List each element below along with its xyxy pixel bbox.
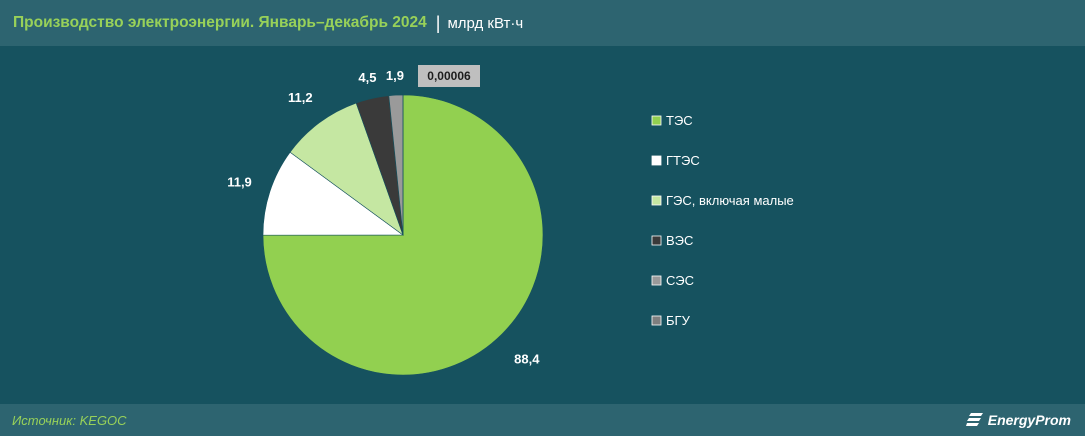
- brand-logo: EnergyProm: [965, 412, 1071, 428]
- legend-swatch-бгу: [651, 315, 662, 326]
- source-note: Источник: KEGOC: [12, 412, 127, 428]
- pie-chart: 88,4 11,9 11,2 4,5 1,9 0,00006 ТЭС ГТЭС ГЭС, вк…: [227, 65, 794, 376]
- pie-slice-2: [262, 151, 404, 236]
- chart-unit: млрд кВт·ч: [447, 14, 524, 32]
- pie-slice-1: [262, 94, 544, 376]
- data-label-1: 88,4: [514, 352, 540, 367]
- legend-label-вэс: ВЭС: [666, 233, 693, 248]
- legend-label-гтэс: ГТЭС: [666, 153, 700, 168]
- pie-slice-3: [289, 102, 404, 236]
- legend-label-бгу: БГУ: [666, 313, 691, 328]
- data-label-6: 0,00006: [427, 69, 471, 83]
- chart-header: Производство электроэнергии. Январь–дека…: [0, 0, 1085, 46]
- legend-swatch-тэс: [651, 115, 662, 126]
- legend-swatch-сэс: [651, 275, 662, 286]
- energyprom-logo-icon: [965, 413, 983, 426]
- data-label-2: 11,9: [227, 175, 252, 190]
- chart-area: 88,4 11,9 11,2 4,5 1,9 0,00006 ТЭС ГТЭС ГЭС, вк…: [0, 46, 1085, 404]
- legend-label-тэс: ТЭС: [666, 113, 693, 128]
- brand-name: EnergyProm: [987, 412, 1071, 428]
- legend-swatch-гтэс: [651, 155, 662, 166]
- data-label-5: 1,9: [386, 68, 404, 83]
- chart-footer: Источник: KEGOC EnergyProm: [0, 404, 1085, 436]
- legend-label-гэс-включая-малые: ГЭС, включая малые: [666, 193, 794, 208]
- data-label-box-6: [418, 65, 480, 87]
- legend-swatch-гэс-включая-малые: [651, 195, 662, 206]
- data-label-4: 4,5: [358, 70, 376, 85]
- title-separator: |: [435, 12, 441, 33]
- legend-label-сэс: СЭС: [666, 273, 694, 288]
- legend-swatch-вэс: [651, 235, 662, 246]
- chart-title: Производство электроэнергии. Январь–дека…: [13, 14, 427, 31]
- data-label-3: 11,2: [288, 90, 313, 105]
